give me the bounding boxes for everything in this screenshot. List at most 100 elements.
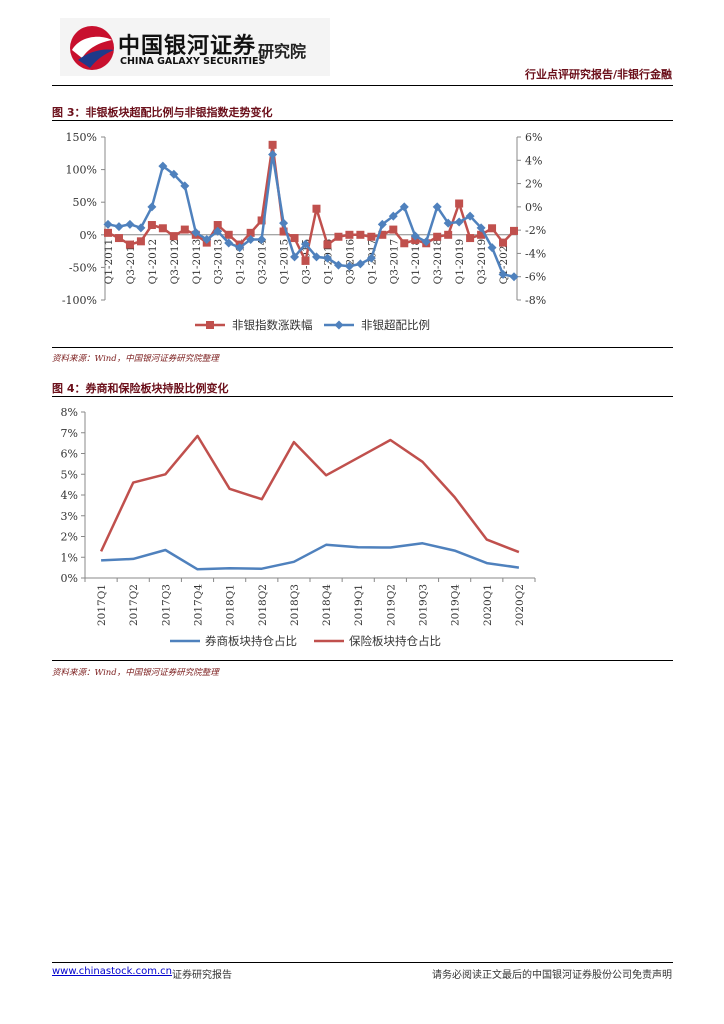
series-line xyxy=(99,434,520,554)
x-tick-label: Q1-2011 xyxy=(103,239,115,285)
data-point-square xyxy=(136,237,145,246)
figure3-title: 图 3：非银板块超配比例与非银指数走势变化 xyxy=(52,106,273,119)
data-point-square xyxy=(433,232,442,241)
y-tick-label: 1% xyxy=(61,551,78,564)
right-tick-label: 4% xyxy=(525,154,542,167)
legend-marker-square xyxy=(206,321,214,329)
x-tick-label: 2020Q2 xyxy=(514,584,526,626)
data-point-square xyxy=(345,230,354,239)
x-tick-label: 2017Q4 xyxy=(193,584,205,626)
data-point-square xyxy=(125,240,134,249)
figure3-bottom-rule xyxy=(52,347,673,348)
data-point-square xyxy=(488,224,497,233)
data-point-diamond xyxy=(147,202,157,212)
data-point-square xyxy=(246,228,255,237)
y-tick-label: 2% xyxy=(61,531,78,544)
data-point-square xyxy=(444,230,453,239)
data-point-diamond xyxy=(235,243,245,253)
data-point-diamond xyxy=(246,234,256,244)
x-tick-label: Q1-2019 xyxy=(454,239,466,285)
x-tick-label: Q3-2019 xyxy=(476,239,488,285)
logo-chinese-name: 中国银河证券 xyxy=(118,34,257,59)
logo-institute: 研究院 xyxy=(258,42,307,61)
figure3-source: 资料来源：Wind，中国银河证券研究院整理 xyxy=(52,354,219,364)
left-tick-label: 0% xyxy=(80,229,97,242)
data-point-diamond xyxy=(509,272,519,282)
data-point-diamond xyxy=(180,181,190,191)
footer-disclaimer: 请务必阅读正文最后的中国银河证券股份公司免责声明 xyxy=(432,970,672,981)
report-type: 行业点评研究报告/非银行金融 xyxy=(524,68,672,81)
x-tick-label: 2018Q2 xyxy=(257,584,269,626)
x-tick-label: Q3-2011 xyxy=(125,239,137,285)
data-point-square xyxy=(257,216,266,225)
data-point-square xyxy=(323,240,332,249)
x-tick-label: 2018Q1 xyxy=(225,584,237,626)
x-tick-label: 2019Q1 xyxy=(353,584,365,626)
data-point-diamond xyxy=(191,227,201,237)
data-point-square xyxy=(213,221,222,230)
data-point-square xyxy=(389,225,398,234)
data-point-square xyxy=(499,238,508,247)
legend-marker-diamond xyxy=(334,320,344,330)
data-point-square xyxy=(224,230,233,239)
right-tick-label: 6% xyxy=(525,131,542,144)
data-point-square xyxy=(466,234,475,243)
footer-label: 证券研究报告 xyxy=(172,970,232,981)
x-tick-label: 2019Q2 xyxy=(385,584,397,626)
figure4-top-rule xyxy=(52,396,673,397)
data-point-square xyxy=(180,225,189,234)
x-tick-label: 2020Q1 xyxy=(482,584,494,626)
left-tick-label: 50% xyxy=(73,196,97,209)
logo-english-name: CHINA GALAXY SECURITIES xyxy=(120,56,266,67)
right-tick-label: -4% xyxy=(525,247,546,260)
legend-label: 非银指数涨跌幅 xyxy=(232,318,313,332)
figure3-top-rule xyxy=(52,120,673,121)
x-tick-label: Q3-2013 xyxy=(213,239,225,285)
data-point-diamond xyxy=(465,211,475,221)
data-point-square xyxy=(312,204,321,213)
data-point-square xyxy=(301,256,310,265)
data-point-diamond xyxy=(301,239,311,249)
data-point-diamond xyxy=(432,202,442,212)
legend-label: 非银超配比例 xyxy=(361,318,430,332)
galaxy-logo-icon xyxy=(70,26,114,70)
data-point-square xyxy=(510,226,518,235)
data-point-diamond xyxy=(290,252,300,262)
right-tick-label: 0% xyxy=(525,201,542,214)
x-tick-label: 2017Q3 xyxy=(160,584,172,626)
data-point-diamond xyxy=(213,226,223,236)
legend-label: 券商板块持仓占比 xyxy=(205,634,297,648)
data-point-diamond xyxy=(322,253,332,263)
y-tick-label: 8% xyxy=(61,406,78,419)
data-point-square xyxy=(334,232,343,241)
data-point-diamond xyxy=(125,219,135,229)
data-point-diamond xyxy=(410,231,420,241)
website-link[interactable]: www.chinastock.com.cn xyxy=(52,966,172,977)
x-tick-label: Q3-2014 xyxy=(257,238,269,284)
x-tick-label: 2019Q3 xyxy=(418,584,430,626)
x-tick-label: Q1-2015 xyxy=(279,239,291,285)
figure3-chart: -100% -50% 0% 50% 100% 150% -8% -6% -4% -2% 0% 2% 4%… xyxy=(62,131,546,332)
footer-divider xyxy=(52,962,673,963)
data-point-diamond xyxy=(257,234,267,244)
y-tick-label: 3% xyxy=(61,510,78,523)
logo-badge xyxy=(60,18,330,76)
x-tick-label: 2019Q4 xyxy=(450,584,462,626)
x-tick-label: 2017Q1 xyxy=(96,584,108,626)
data-point-square xyxy=(356,230,365,239)
data-point-diamond xyxy=(279,218,289,228)
data-point-square xyxy=(455,199,464,208)
data-point-square xyxy=(158,224,167,233)
data-point-diamond xyxy=(114,222,124,232)
data-point-diamond xyxy=(311,252,321,262)
data-point-diamond xyxy=(169,169,179,179)
header-divider xyxy=(52,85,673,86)
data-point-diamond xyxy=(366,253,376,263)
figure4-title: 图 4：券商和保险板块持股比例变化 xyxy=(52,382,229,395)
y-tick-label: 6% xyxy=(61,448,78,461)
data-point-diamond xyxy=(421,237,431,247)
data-point-square xyxy=(147,221,156,230)
data-point-square xyxy=(290,234,299,243)
y-tick-label: 4% xyxy=(61,489,78,502)
data-point-diamond xyxy=(388,211,398,221)
